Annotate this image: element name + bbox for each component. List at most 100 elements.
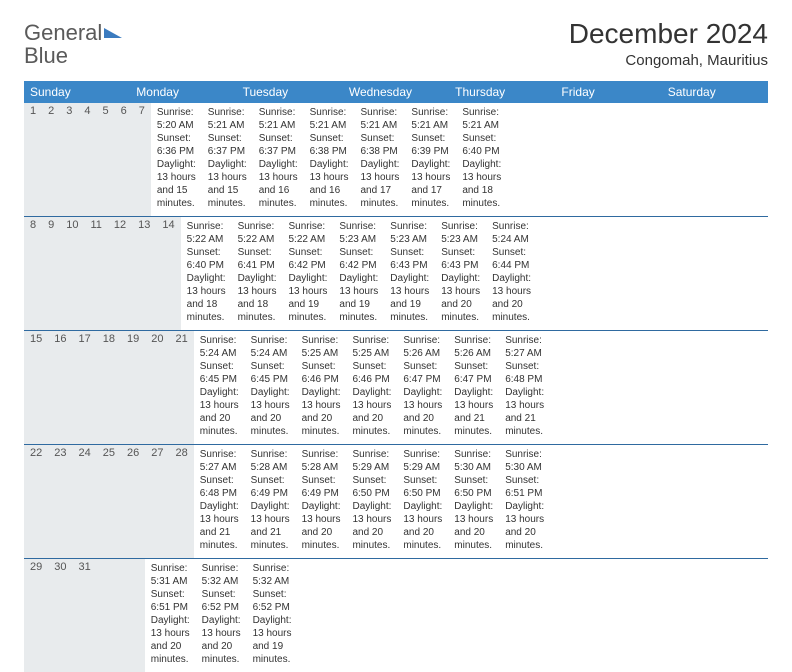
daylight-text-1: Daylight: 13 hours: [441, 272, 480, 298]
sunset-text: Sunset: 6:50 PM: [454, 474, 493, 500]
daylight-text-1: Daylight: 13 hours: [259, 158, 298, 184]
sunset-text: Sunset: 6:46 PM: [352, 360, 391, 386]
daycell-strip: Sunrise: 5:27 AMSunset: 6:48 PMDaylight:…: [194, 445, 550, 558]
week-row: 891011121314Sunrise: 5:22 AMSunset: 6:40…: [24, 217, 768, 331]
day-number: 4: [78, 103, 96, 216]
daylight-text-1: Daylight: 13 hours: [302, 500, 341, 526]
daylight-text-2: and 16 minutes.: [259, 184, 298, 210]
sunrise-text: Sunrise: 5:27 AM: [505, 334, 544, 360]
daylight-text-1: Daylight: 13 hours: [403, 386, 442, 412]
daylight-text-1: Daylight: 13 hours: [390, 272, 429, 298]
day-cell: Sunrise: 5:21 AMSunset: 6:37 PMDaylight:…: [253, 103, 304, 216]
daylight-text-1: Daylight: 13 hours: [403, 500, 442, 526]
location-label: Congomah, Mauritius: [569, 52, 768, 69]
sunset-text: Sunset: 6:39 PM: [411, 132, 450, 158]
daylight-text-2: and 19 minutes.: [288, 298, 327, 324]
calendar: Sunday Monday Tuesday Wednesday Thursday…: [24, 81, 768, 672]
day-number: 1: [24, 103, 42, 216]
brand-general: General: [24, 20, 102, 45]
day-cell: Sunrise: 5:21 AMSunset: 6:39 PMDaylight:…: [405, 103, 456, 216]
sunrise-text: Sunrise: 5:29 AM: [352, 448, 391, 474]
day-cell: Sunrise: 5:21 AMSunset: 6:40 PMDaylight:…: [456, 103, 507, 216]
sunrise-text: Sunrise: 5:30 AM: [505, 448, 544, 474]
daylight-text-2: and 19 minutes.: [253, 640, 292, 666]
day-cell: Sunrise: 5:23 AMSunset: 6:43 PMDaylight:…: [384, 217, 435, 330]
sunset-text: Sunset: 6:42 PM: [339, 246, 378, 272]
daycell-strip: Sunrise: 5:22 AMSunset: 6:40 PMDaylight:…: [181, 217, 537, 330]
daylight-text-2: and 17 minutes.: [411, 184, 450, 210]
day-cell: Sunrise: 5:23 AMSunset: 6:43 PMDaylight:…: [435, 217, 486, 330]
day-cell: Sunrise: 5:29 AMSunset: 6:50 PMDaylight:…: [346, 445, 397, 558]
day-cell: Sunrise: 5:30 AMSunset: 6:50 PMDaylight:…: [448, 445, 499, 558]
daylight-text-2: and 18 minutes.: [462, 184, 501, 210]
daylight-text-1: Daylight: 13 hours: [253, 614, 292, 640]
day-number: 17: [73, 331, 97, 444]
day-number: 20: [145, 331, 169, 444]
weekday-header: Saturday: [662, 81, 768, 103]
day-cell: Sunrise: 5:32 AMSunset: 6:52 PMDaylight:…: [247, 559, 298, 672]
daynum-strip: 15161718192021: [24, 331, 194, 444]
daylight-text-2: and 20 minutes.: [251, 412, 290, 438]
sunset-text: Sunset: 6:48 PM: [200, 474, 239, 500]
day-cell: Sunrise: 5:31 AMSunset: 6:51 PMDaylight:…: [145, 559, 196, 672]
day-number: 3: [60, 103, 78, 216]
day-number: 16: [48, 331, 72, 444]
day-cell: Sunrise: 5:24 AMSunset: 6:45 PMDaylight:…: [194, 331, 245, 444]
day-cell: Sunrise: 5:32 AMSunset: 6:52 PMDaylight:…: [196, 559, 247, 672]
daylight-text-1: Daylight: 13 hours: [352, 500, 391, 526]
day-cell: Sunrise: 5:23 AMSunset: 6:42 PMDaylight:…: [333, 217, 384, 330]
sunset-text: Sunset: 6:47 PM: [403, 360, 442, 386]
sunset-text: Sunset: 6:50 PM: [352, 474, 391, 500]
title-block: December 2024 Congomah, Mauritius: [569, 18, 768, 69]
daylight-text-2: and 20 minutes.: [454, 526, 493, 552]
logo-triangle-icon: [104, 28, 122, 38]
daylight-text-2: and 20 minutes.: [202, 640, 241, 666]
day-number: 2: [42, 103, 60, 216]
weekday-header: Thursday: [449, 81, 555, 103]
daylight-text-2: and 21 minutes.: [251, 526, 290, 552]
day-cell: [297, 559, 309, 672]
daynum-strip: 293031: [24, 559, 145, 672]
daylight-text-2: and 16 minutes.: [310, 184, 349, 210]
day-cell: Sunrise: 5:25 AMSunset: 6:46 PMDaylight:…: [346, 331, 397, 444]
day-cell: Sunrise: 5:22 AMSunset: 6:41 PMDaylight:…: [232, 217, 283, 330]
weekday-header: Sunday: [24, 81, 130, 103]
day-number: 24: [73, 445, 97, 558]
brand-logo: General Blue: [24, 18, 122, 68]
day-number: 25: [97, 445, 121, 558]
sunset-text: Sunset: 6:42 PM: [288, 246, 327, 272]
daylight-text-1: Daylight: 13 hours: [200, 500, 239, 526]
sunrise-text: Sunrise: 5:32 AM: [202, 562, 241, 588]
day-number: 29: [24, 559, 48, 672]
daylight-text-2: and 18 minutes.: [187, 298, 226, 324]
daylight-text-1: Daylight: 13 hours: [492, 272, 531, 298]
day-number: 11: [85, 217, 108, 330]
day-cell: Sunrise: 5:24 AMSunset: 6:45 PMDaylight:…: [245, 331, 296, 444]
day-cell: [333, 559, 345, 672]
logo-text: General Blue: [24, 22, 122, 68]
day-cell: Sunrise: 5:24 AMSunset: 6:44 PMDaylight:…: [486, 217, 537, 330]
day-number: 30: [48, 559, 72, 672]
sunrise-text: Sunrise: 5:21 AM: [411, 106, 450, 132]
daylight-text-1: Daylight: 13 hours: [462, 158, 501, 184]
daylight-text-2: and 19 minutes.: [390, 298, 429, 324]
sunset-text: Sunset: 6:40 PM: [462, 132, 501, 158]
daylight-text-2: and 20 minutes.: [302, 526, 341, 552]
daynum-strip: 1234567: [24, 103, 151, 216]
daylight-text-2: and 19 minutes.: [339, 298, 378, 324]
daylight-text-1: Daylight: 13 hours: [361, 158, 400, 184]
sunset-text: Sunset: 6:52 PM: [253, 588, 292, 614]
sunset-text: Sunset: 6:38 PM: [361, 132, 400, 158]
day-cell: Sunrise: 5:26 AMSunset: 6:47 PMDaylight:…: [448, 331, 499, 444]
daylight-text-1: Daylight: 13 hours: [505, 386, 544, 412]
day-cell: Sunrise: 5:22 AMSunset: 6:42 PMDaylight:…: [282, 217, 333, 330]
daylight-text-1: Daylight: 13 hours: [157, 158, 196, 184]
sunrise-text: Sunrise: 5:29 AM: [403, 448, 442, 474]
sunset-text: Sunset: 6:51 PM: [151, 588, 190, 614]
sunset-text: Sunset: 6:48 PM: [505, 360, 544, 386]
daylight-text-1: Daylight: 13 hours: [352, 386, 391, 412]
sunrise-text: Sunrise: 5:23 AM: [390, 220, 429, 246]
weekday-header: Wednesday: [343, 81, 449, 103]
day-number: [133, 559, 145, 672]
daylight-text-2: and 20 minutes.: [505, 526, 544, 552]
